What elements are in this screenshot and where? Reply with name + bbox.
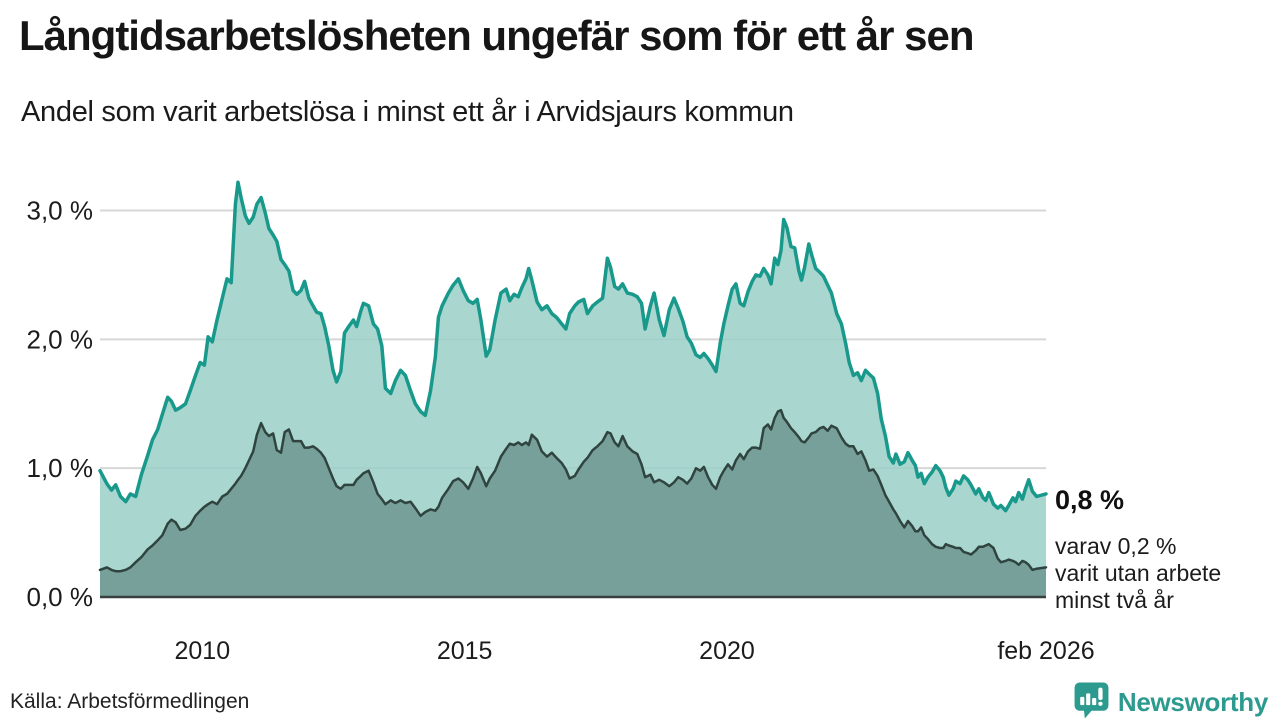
page-title: Långtidsarbetslösheten ungefär som för e… bbox=[19, 12, 975, 59]
x-tick-label: feb 2026 bbox=[997, 637, 1094, 665]
y-tick-label: 2,0 % bbox=[27, 324, 94, 354]
subvalue-line-3: minst två år bbox=[1055, 587, 1174, 613]
latest-value-label: 0,8 % bbox=[1055, 485, 1125, 515]
page-subtitle: Andel som varit arbetslösa i minst ett å… bbox=[21, 96, 794, 128]
y-tick-label: 0,0 % bbox=[27, 582, 94, 612]
y-tick-label: 1,0 % bbox=[27, 453, 94, 483]
subvalue-line-2: varit utan arbete bbox=[1055, 560, 1222, 586]
subvalue-line-1: varav 0,2 % bbox=[1055, 533, 1177, 559]
latest-subvalue-label: varav 0,2 % varit utan arbete minst två … bbox=[1055, 533, 1221, 614]
x-tick-label: 2020 bbox=[699, 637, 755, 665]
newsworthy-logo: Newsworthy bbox=[1073, 681, 1268, 720]
newsworthy-logo-text: Newsworthy bbox=[1117, 687, 1268, 717]
y-tick-label: 3,0 % bbox=[27, 196, 94, 226]
line-series-1 bbox=[98, 408, 1048, 573]
x-tick-label: 2015 bbox=[437, 637, 493, 665]
newsworthy-logo-icon bbox=[1073, 681, 1110, 720]
source-credit: Källa: Arbetsförmedlingen bbox=[10, 690, 250, 713]
line-series-0 bbox=[98, 180, 1048, 513]
area-fill-series-1 bbox=[100, 410, 1046, 597]
x-tick-label: 2010 bbox=[175, 637, 231, 665]
